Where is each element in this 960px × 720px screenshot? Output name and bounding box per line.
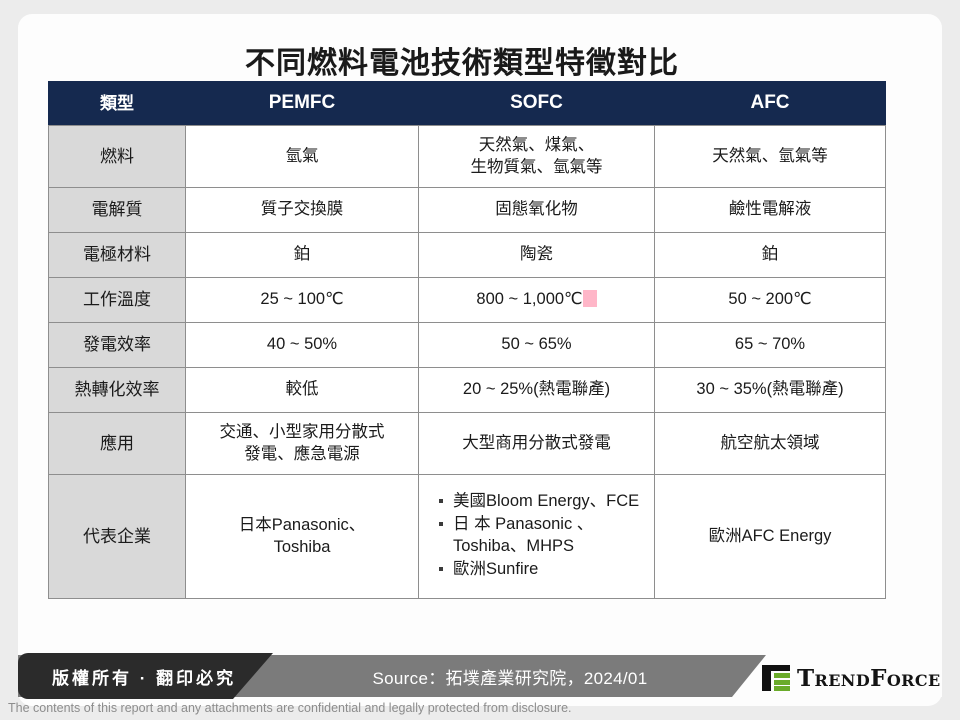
cell-temperature-pemfc: 25 ~ 100℃ [185,277,419,323]
cell-electrode-sofc: 陶瓷 [418,232,655,278]
list-item: 日 本 Panasonic 、 Toshiba、MHPS [439,514,648,557]
table-row-operating-temperature: 工作溫度 25 ~ 100℃ 800 ~ 1,000℃ 50 ~ 200℃ [48,277,886,323]
row-label-operating-temperature: 工作溫度 [48,277,186,323]
column-header-sofc: SOFC [418,81,655,126]
list-item: 歐洲Sunfire [439,559,648,580]
cell-heat-afc: 30 ~ 35%(熱電聯產) [654,367,886,413]
source-text: Source：拓墣產業研究院，2024/01 [372,668,648,688]
companies-bullet-list: 美國Bloom Energy、FCE 日 本 Panasonic 、 Toshi… [425,491,648,581]
row-label-heat-conversion: 熱轉化效率 [48,367,186,413]
cell-application-pemfc: 交通、小型家用分散式 發電、應急電源 [185,412,419,475]
cell-generation-sofc: 50 ~ 65% [418,322,655,368]
cell-electrolyte-pemfc: 質子交換膜 [185,187,419,233]
cell-heat-pemfc: 較低 [185,367,419,413]
column-header-afc: AFC [654,81,886,126]
cell-electrode-afc: 鉑 [654,232,886,278]
cell-generation-pemfc: 40 ~ 50% [185,322,419,368]
cell-electrolyte-sofc: 固態氧化物 [418,187,655,233]
cell-companies-pemfc: 日本Panasonic、 Toshiba [185,474,419,599]
column-header-pemfc: PEMFC [185,81,419,126]
row-label-application: 應用 [48,412,186,475]
row-label-generation-efficiency: 發電效率 [48,322,186,368]
list-item: 美國Bloom Energy、FCE [439,491,648,512]
trendforce-logo: TrendForce [762,663,941,693]
row-label-fuel: 燃料 [48,125,186,188]
table-row-generation-efficiency: 發電效率 40 ~ 50% 50 ~ 65% 65 ~ 70% [48,322,886,368]
table-row-fuel: 燃料 氫氣 天然氣、煤氣、 生物質氣、氫氣等 天然氣、氫氣等 [48,125,886,188]
row-label-electrode-material: 電極材料 [48,232,186,278]
table-row-electrode-material: 電極材料 鉑 陶瓷 鉑 [48,232,886,278]
cell-application-sofc: 大型商用分散式發電 [418,412,655,475]
cell-temperature-sofc: 800 ~ 1,000℃ [418,277,655,323]
cell-application-afc: 航空航太領域 [654,412,886,475]
cell-fuel-sofc-line1: 天然氣、煤氣、 [478,136,595,155]
column-header-type: 類型 [48,81,186,126]
cell-companies-sofc: 美國Bloom Energy、FCE 日 本 Panasonic 、 Toshi… [418,474,655,599]
cell-application-pemfc-line1: 交通、小型家用分散式 [219,423,385,442]
row-label-representative-companies: 代表企業 [48,474,186,599]
cell-fuel-sofc-line2: 生物質氣、氫氣等 [470,157,603,176]
cell-generation-afc: 65 ~ 70% [654,322,886,368]
cell-fuel-sofc: 天然氣、煤氣、 生物質氣、氫氣等 [418,125,655,188]
table-header-row: 類型 PEMFC SOFC AFC [48,81,886,126]
disclaimer-text: The contents of this report and any atta… [8,701,572,715]
page-title: 不同燃料電池技術類型特徵對比 [245,46,679,81]
cell-companies-afc: 歐洲AFC Energy [654,474,886,599]
fuel-cell-comparison-table: 類型 PEMFC SOFC AFC 燃料 氫氣 天然氣、煤氣、 生物質氣、氫氣等… [48,81,886,599]
copyright-badge: 版權所有 · 翻印必究 [18,653,273,699]
cell-fuel-afc: 天然氣、氫氣等 [654,125,886,188]
cell-heat-sofc: 20 ~ 25%(熱電聯產) [418,367,655,413]
trendforce-mark-icon [762,665,790,691]
cell-fuel-pemfc: 氫氣 [185,125,419,188]
cell-temperature-sofc-text: 800 ~ 1,000℃ [476,290,583,309]
table-row-application: 應用 交通、小型家用分散式 發電、應急電源 大型商用分散式發電 航空航太領域 [48,412,886,475]
cell-electrolyte-afc: 鹼性電解液 [654,187,886,233]
table-row-heat-conversion-efficiency: 熱轉化效率 較低 20 ~ 25%(熱電聯產) 30 ~ 35%(熱電聯產) [48,367,886,413]
cell-temperature-afc: 50 ~ 200℃ [654,277,886,323]
row-label-electrolyte: 電解質 [48,187,186,233]
cell-electrode-pemfc: 鉑 [185,232,419,278]
table-row-representative-companies: 代表企業 日本Panasonic、 Toshiba 美國Bloom Energy… [48,474,886,599]
table-row-electrolyte: 電解質 質子交換膜 固態氧化物 鹼性電解液 [48,187,886,233]
cell-companies-pemfc-line2: Toshiba [273,537,331,556]
cell-application-pemfc-line2: 發電、應急電源 [244,444,360,463]
cell-companies-pemfc-line1: 日本Panasonic、 [238,516,366,535]
copyright-text: 版權所有 · 翻印必究 [52,668,237,688]
text-cursor-artifact [582,290,597,308]
trendforce-wordmark: TrendForce [797,664,941,692]
